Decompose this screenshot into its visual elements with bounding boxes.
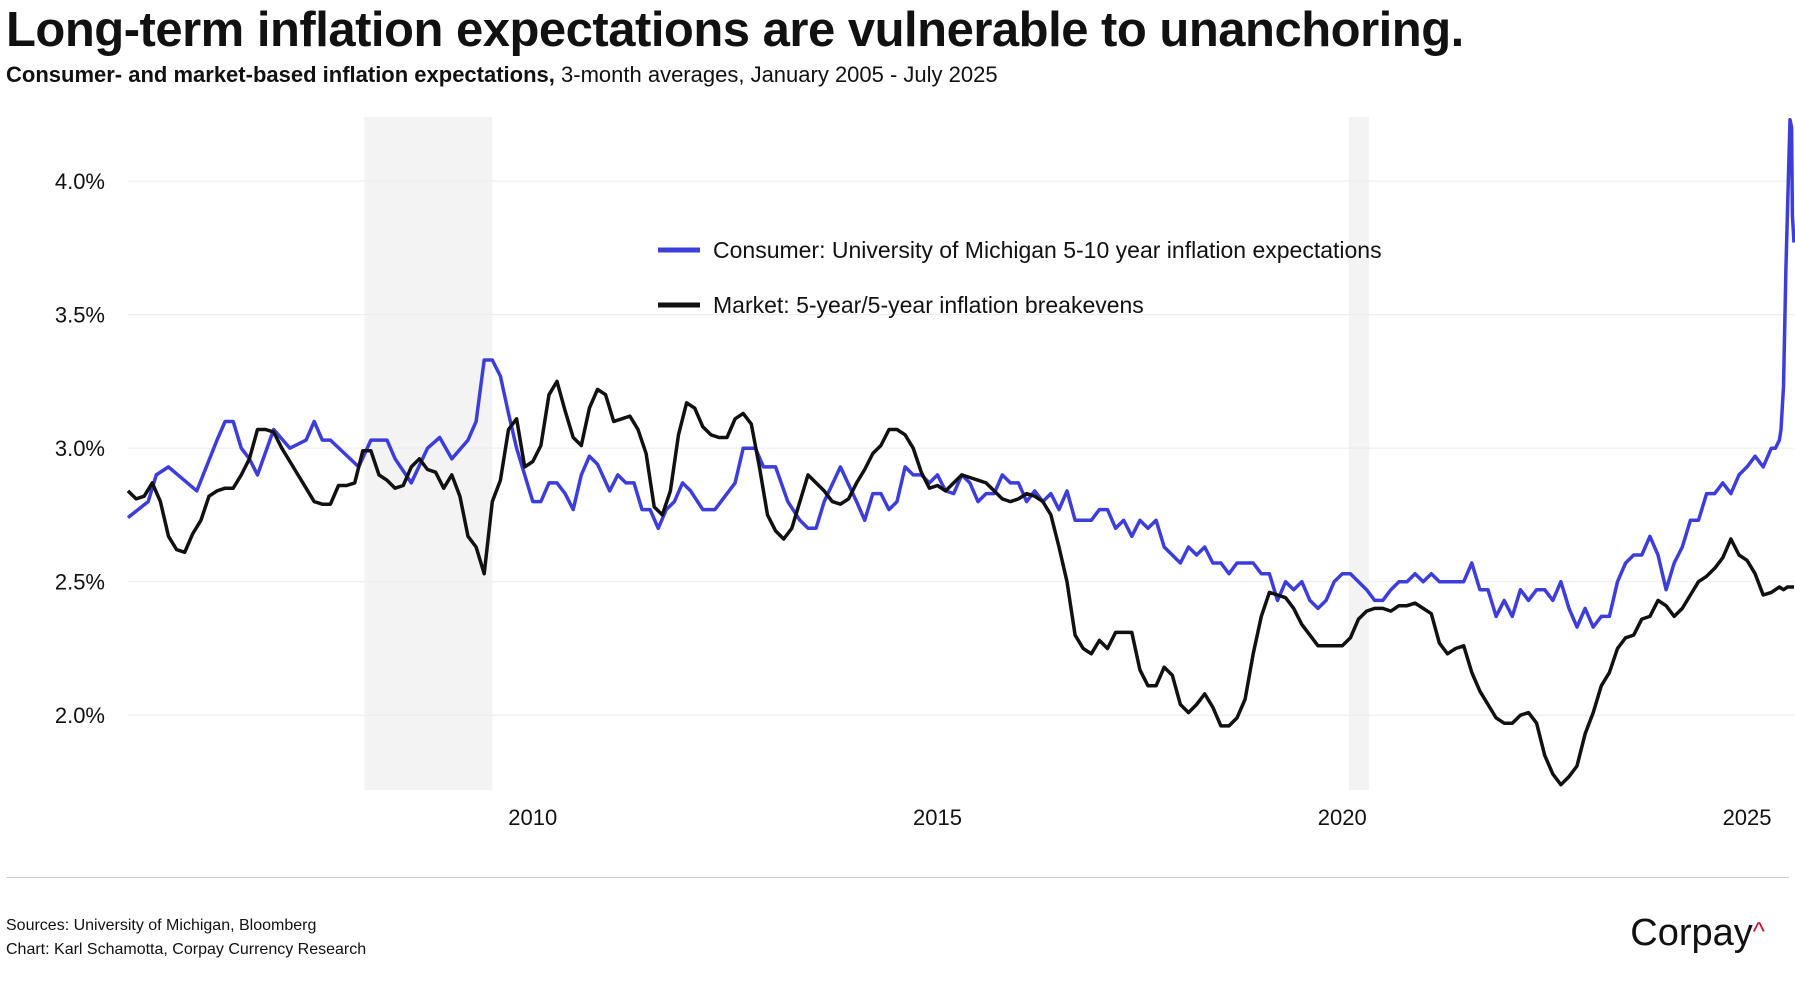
x-tick-label: 2010	[508, 805, 557, 830]
y-tick-label: 4.0%	[55, 169, 105, 194]
y-tick-label: 2.5%	[55, 570, 105, 595]
brand-name: Corpay	[1630, 912, 1753, 954]
credit-line: Chart: Karl Schamotta, Corpay Currency R…	[6, 941, 367, 958]
y-axis: 2.0% 2.5% 3.0% 3.5% 4.0%	[55, 169, 105, 728]
caret-icon: ^	[1752, 916, 1765, 946]
recession-band	[364, 117, 493, 790]
y-tick-label: 3.5%	[55, 303, 105, 328]
consumer-series-line	[126, 117, 1795, 629]
chart-title: Long-term inflation expectations are vul…	[6, 3, 1464, 57]
source-note: Sources: University of Michigan, Bloombe…	[6, 914, 366, 962]
legend-label: Market: 5-year/5-year inflation breakeve…	[713, 292, 1144, 318]
series-lines	[126, 117, 1795, 787]
y-tick-label: 2.0%	[55, 703, 105, 728]
legend: Consumer: University of Michigan 5-10 ye…	[658, 237, 1382, 318]
x-tick-label: 2025	[1723, 805, 1772, 830]
x-axis: 2010 2015 2020 2025	[508, 805, 1771, 830]
legend-label: Consumer: University of Michigan 5-10 ye…	[713, 237, 1382, 263]
market-series-line	[126, 379, 1794, 787]
gridlines	[128, 180, 1794, 716]
footer-divider	[6, 877, 1789, 878]
y-tick-label: 3.0%	[55, 436, 105, 461]
x-tick-label: 2015	[913, 805, 962, 830]
x-tick-label: 2020	[1318, 805, 1367, 830]
corpay-logo: Corpay^	[1630, 912, 1765, 955]
subtitle-detail: 3-month averages, January 2005 - July 20…	[554, 62, 998, 87]
chart-subtitle: Consumer- and market-based inflation exp…	[6, 62, 998, 88]
source-line: Sources: University of Michigan, Bloombe…	[6, 917, 317, 934]
line-chart: 2.0% 2.5% 3.0% 3.5% 4.0% 2010 2015 2020 2025 Co…	[55, 117, 1795, 830]
recession-shading	[364, 117, 1369, 790]
recession-band	[1348, 117, 1369, 790]
subtitle-bold: Consumer- and market-based inflation exp…	[6, 62, 555, 87]
